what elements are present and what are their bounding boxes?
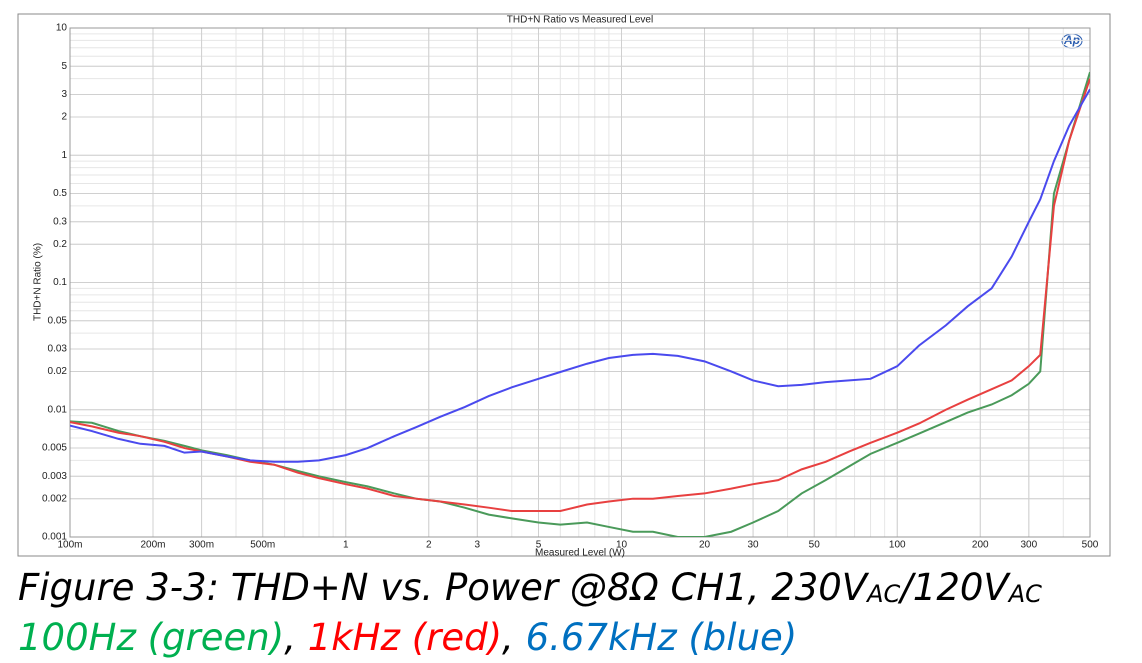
y-tick-label: 0.5 [53,188,67,199]
y-tick-label: 5 [61,61,67,72]
caption-text: Figure 3-3: THD+N vs. Power @8Ω CH1, 230… [18,566,868,609]
plot-frame [69,27,1091,538]
y-tick-label: 0.001 [42,532,67,543]
y-tick-label: 0.05 [48,315,68,326]
chart: THD+N Ratio vs Measured Level Measured L… [17,13,1111,559]
x-axis-label: Measured Level (W) [535,548,625,559]
x-tick-label: 20 [699,540,711,551]
x-tick-label: 5 [536,540,542,551]
y-tick-label: 0.01 [48,404,68,415]
caption-text: /120V [900,566,1009,609]
caption-subscript: AC [1008,580,1042,608]
x-tick-label: 1 [343,540,349,551]
caption-text: , [502,616,526,659]
x-tick-label: 300m [189,540,214,551]
y-tick-label: 0.002 [42,493,67,504]
x-tick-label: 200m [141,540,166,551]
y-tick-label: 0.1 [53,277,67,288]
y-tick-label: 0.03 [48,344,68,355]
chart-frame [17,13,1111,557]
x-tick-label: 200 [972,540,989,551]
series-line [70,88,1090,463]
caption-text: 1kHz (red) [307,616,503,659]
x-tick-label: 500m [250,540,275,551]
caption-text: 100Hz (green) [18,616,285,659]
caption-line-2: 100Hz (green), 1kHz (red), 6.67kHz (blue… [18,616,1042,660]
caption: Figure 3-3: THD+N vs. Power @8Ω CH1, 230… [18,566,1042,660]
x-tick-label: 3 [475,540,481,551]
y-tick-label: 1 [61,150,67,161]
y-axis-label: THD+N Ratio (%) [33,243,44,321]
y-tick-label: 10 [56,23,68,34]
y-tick-label: 0.3 [53,216,67,227]
x-tick-label: 10 [616,540,628,551]
y-tick-label: 0.005 [42,443,67,454]
y-tick-label: 0.003 [42,471,67,482]
x-tick-label: 30 [748,540,760,551]
caption-text: 6.67kHz (blue) [525,616,798,659]
x-tick-label: 100m [57,540,82,551]
caption-text: , [284,616,308,659]
y-tick-label: 0.02 [48,366,68,377]
x-tick-label: 2 [426,540,432,551]
x-tick-label: 100 [889,540,906,551]
x-tick-label: 50 [809,540,821,551]
caption-subscript: AC [867,580,901,608]
x-tick-label: 500 [1082,540,1099,551]
y-tick-label: 3 [61,89,67,100]
y-tick-label: 0.2 [53,239,67,250]
caption-line-1: Figure 3-3: THD+N vs. Power @8Ω CH1, 230… [18,566,1042,616]
x-tick-label: 300 [1020,540,1037,551]
chart-title: THD+N Ratio vs Measured Level [507,15,653,26]
y-tick-label: 2 [61,112,67,123]
